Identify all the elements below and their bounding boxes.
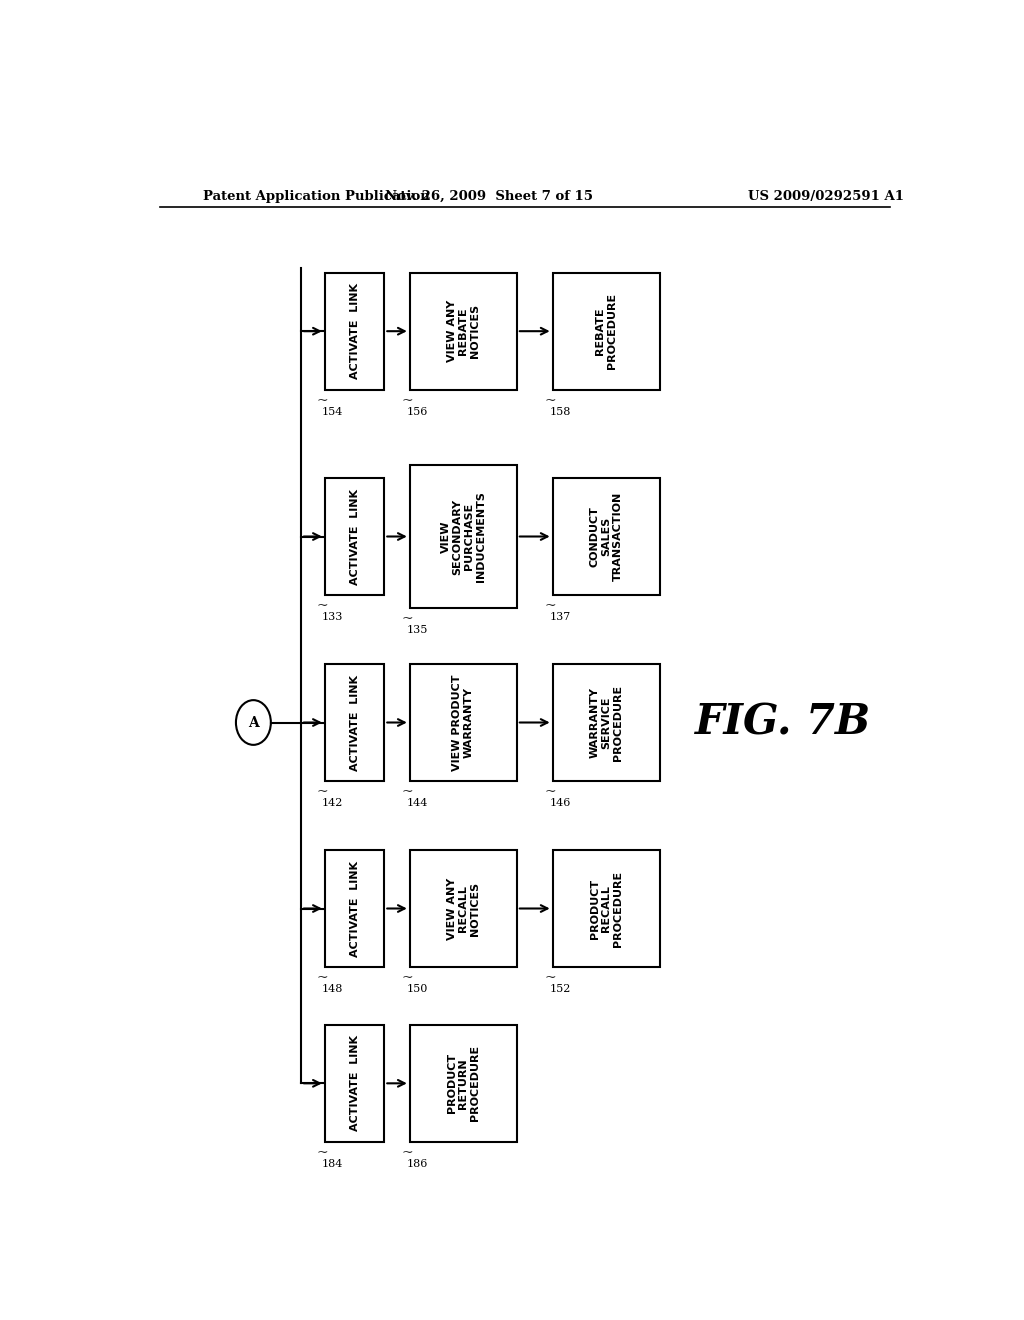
Text: ~: ~ [401, 393, 414, 408]
Text: ~: ~ [401, 972, 414, 985]
Text: 148: 148 [322, 985, 343, 994]
Text: 186: 186 [407, 1159, 428, 1170]
Text: ~: ~ [545, 972, 556, 985]
Text: US 2009/0292591 A1: US 2009/0292591 A1 [749, 190, 904, 202]
Text: VIEW ANY
RECALL
NOTICES: VIEW ANY RECALL NOTICES [446, 878, 480, 940]
Text: Patent Application Publication: Patent Application Publication [204, 190, 430, 202]
Bar [325, 664, 384, 781]
Text: PRODUCT
RECALL
PROCEDURE: PRODUCT RECALL PROCEDURE [590, 870, 623, 946]
Text: WARRANTY
SERVICE
PROCEDURE: WARRANTY SERVICE PROCEDURE [590, 685, 623, 760]
Text: 158: 158 [550, 407, 570, 417]
Text: ~: ~ [316, 785, 329, 799]
Text: 184: 184 [322, 1159, 343, 1170]
Text: 135: 135 [407, 624, 428, 635]
Text: 150: 150 [407, 985, 428, 994]
Text: ~: ~ [401, 785, 414, 799]
Bar [325, 1024, 384, 1142]
Text: ACTIVATE  LINK: ACTIVATE LINK [349, 675, 359, 771]
Text: ACTIVATE  LINK: ACTIVATE LINK [349, 284, 359, 379]
Bar [410, 1024, 517, 1142]
Text: VIEW
SECONDARY
PURCHASE
INDUCEMENTS: VIEW SECONDARY PURCHASE INDUCEMENTS [441, 491, 485, 582]
Text: 133: 133 [322, 612, 343, 622]
Text: 146: 146 [550, 799, 570, 808]
Text: ~: ~ [401, 1146, 414, 1160]
Text: ACTIVATE  LINK: ACTIVATE LINK [349, 488, 359, 585]
Text: 152: 152 [550, 985, 570, 994]
Text: ~: ~ [316, 1146, 329, 1160]
Text: ACTIVATE  LINK: ACTIVATE LINK [349, 1035, 359, 1131]
Bar [553, 273, 659, 389]
Text: A: A [248, 715, 259, 730]
Bar [410, 273, 517, 389]
Text: ACTIVATE  LINK: ACTIVATE LINK [349, 861, 359, 957]
Text: VIEW PRODUCT
WARRANTY: VIEW PRODUCT WARRANTY [453, 675, 474, 771]
Bar [553, 850, 659, 968]
Text: CONDUCT
SALES
TRANSACTION: CONDUCT SALES TRANSACTION [590, 492, 623, 581]
Bar [410, 850, 517, 968]
Text: 154: 154 [322, 407, 343, 417]
Bar [410, 466, 517, 607]
Text: REBATE
PROCEDURE: REBATE PROCEDURE [595, 293, 616, 370]
Text: 142: 142 [322, 799, 343, 808]
Bar [325, 478, 384, 595]
Text: ~: ~ [545, 393, 556, 408]
Bar [553, 478, 659, 595]
Text: ~: ~ [316, 972, 329, 985]
Text: 137: 137 [550, 612, 570, 622]
Text: ~: ~ [316, 393, 329, 408]
Text: ~: ~ [545, 599, 556, 612]
Text: ~: ~ [316, 599, 329, 612]
Bar [553, 664, 659, 781]
Text: VIEW ANY
REBATE
NOTICES: VIEW ANY REBATE NOTICES [446, 300, 480, 362]
Text: 144: 144 [407, 799, 428, 808]
Text: FIG. 7B: FIG. 7B [694, 701, 870, 743]
Text: ~: ~ [545, 785, 556, 799]
Text: ~: ~ [401, 611, 414, 626]
Text: PRODUCT
RETURN
PROCEDURE: PRODUCT RETURN PROCEDURE [446, 1045, 480, 1122]
Bar [325, 850, 384, 968]
Text: 156: 156 [407, 407, 428, 417]
Bar [325, 273, 384, 389]
Bar [410, 664, 517, 781]
Text: Nov. 26, 2009  Sheet 7 of 15: Nov. 26, 2009 Sheet 7 of 15 [385, 190, 593, 202]
